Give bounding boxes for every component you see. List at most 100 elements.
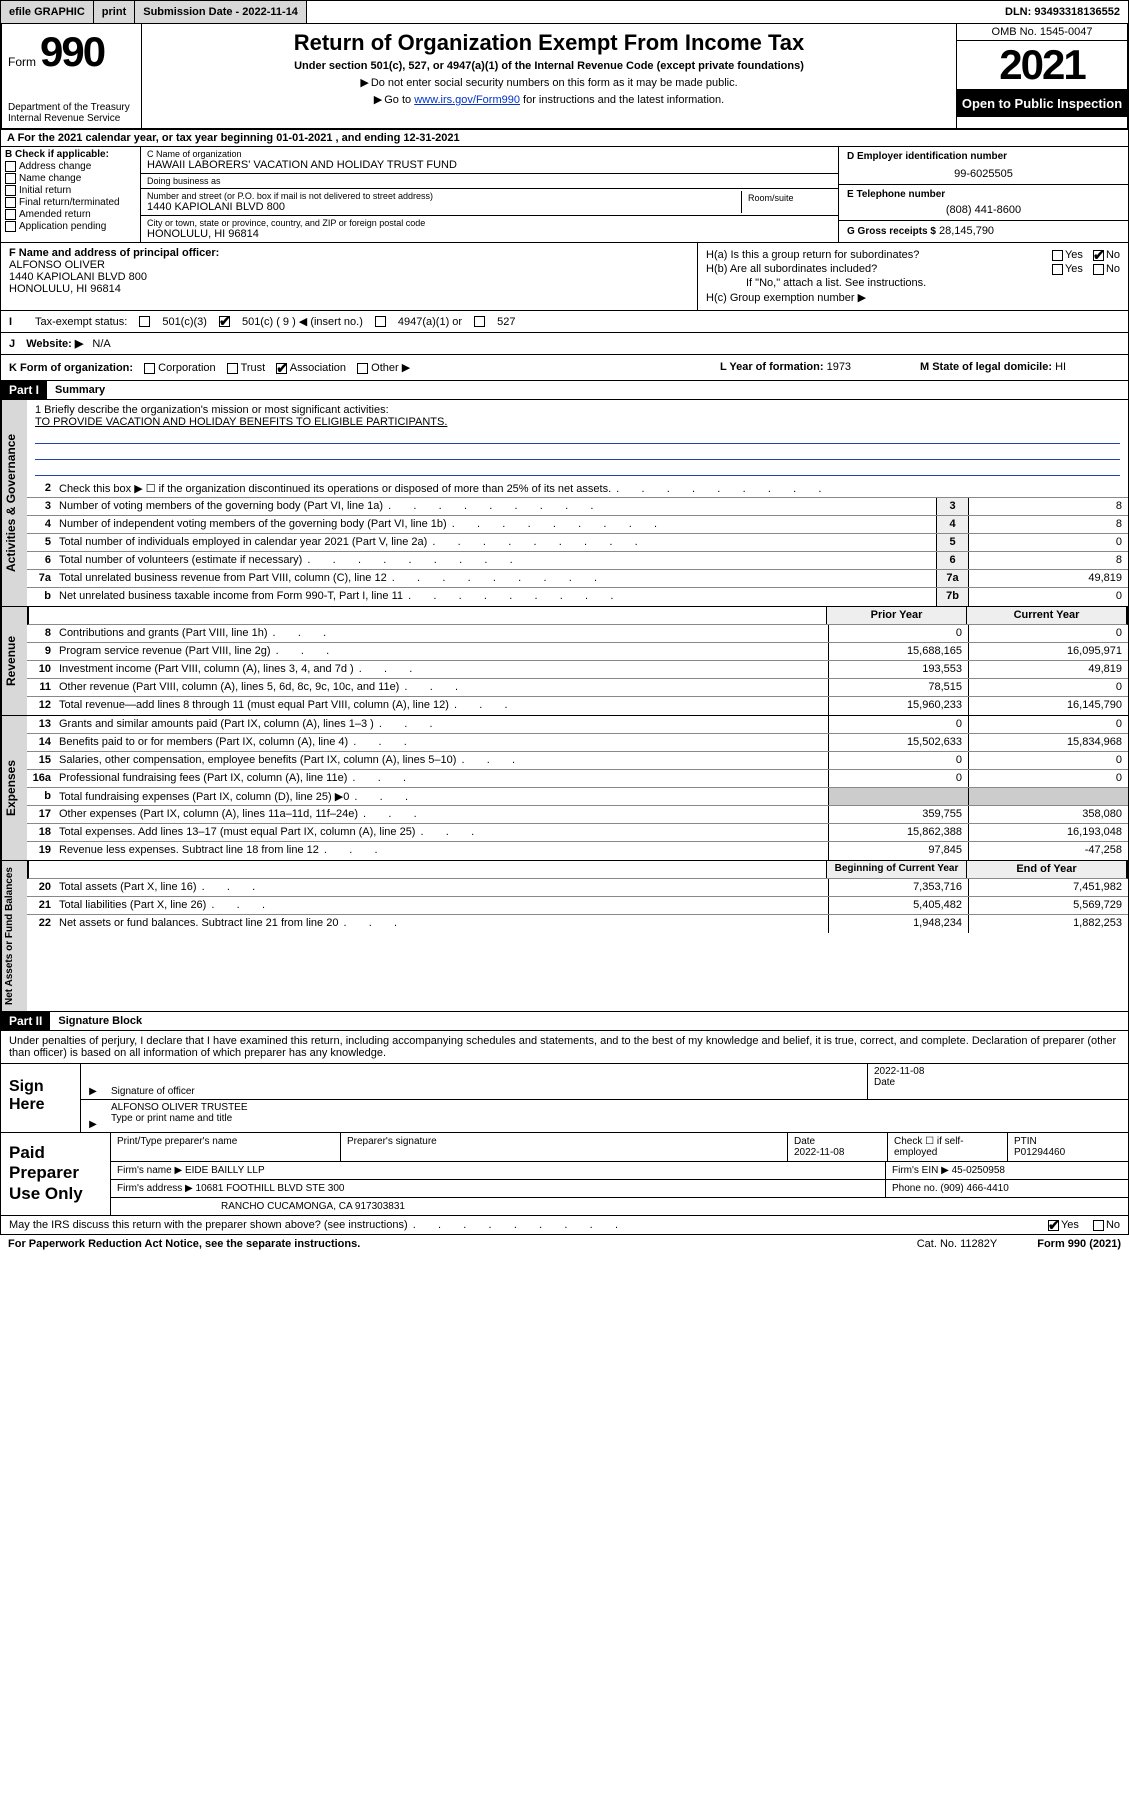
summary-line: 13Grants and similar amounts paid (Part … bbox=[27, 716, 1128, 734]
row-klm: K Form of organization: Corporation Trus… bbox=[0, 355, 1129, 381]
summary-line: 12Total revenue—add lines 8 through 11 (… bbox=[27, 697, 1128, 715]
chk-address-change[interactable] bbox=[5, 161, 16, 172]
form-subtitle: Under section 501(c), 527, or 4947(a)(1)… bbox=[150, 60, 948, 72]
tax-year: 2021 bbox=[957, 41, 1127, 90]
form-header: Form 990 Department of the Treasury Inte… bbox=[0, 24, 1129, 130]
chk-trust[interactable] bbox=[227, 363, 238, 374]
chk-app-pending[interactable] bbox=[5, 221, 16, 232]
chk-initial-return[interactable] bbox=[5, 185, 16, 196]
paid-preparer-block: Paid Preparer Use Only Print/Type prepar… bbox=[0, 1133, 1129, 1216]
hb-yes[interactable] bbox=[1052, 264, 1063, 275]
gross-value: 28,145,790 bbox=[939, 225, 994, 237]
chk-527[interactable] bbox=[474, 316, 485, 327]
phone-label: E Telephone number bbox=[847, 189, 1120, 200]
hb-label: H(b) Are all subordinates included? bbox=[706, 263, 1052, 275]
chk-501c3[interactable] bbox=[139, 316, 150, 327]
firm-name-value: EIDE BAILLY LLP bbox=[185, 1165, 265, 1176]
mission-label: 1 Briefly describe the organization's mi… bbox=[35, 404, 1120, 416]
sig-officer-label: Signature of officer bbox=[111, 1086, 195, 1097]
chk-assoc[interactable] bbox=[276, 363, 287, 374]
summary-line: 11Other revenue (Part VIII, column (A), … bbox=[27, 679, 1128, 697]
website-value: N/A bbox=[92, 338, 110, 350]
m-label: M State of legal domicile: bbox=[920, 361, 1052, 373]
firm-addr-label: Firm's address ▶ bbox=[117, 1183, 193, 1194]
gov-line: 4Number of independent voting members of… bbox=[27, 516, 1128, 534]
hb-no[interactable] bbox=[1093, 264, 1104, 275]
summary-line: 22Net assets or fund balances. Subtract … bbox=[27, 915, 1128, 933]
tax-exempt-label: Tax-exempt status: bbox=[35, 316, 127, 328]
room-label: Room/suite bbox=[748, 193, 826, 203]
prep-sig-label: Preparer's signature bbox=[341, 1133, 788, 1161]
form-word: Form bbox=[8, 55, 36, 69]
chk-501c[interactable] bbox=[219, 316, 230, 327]
firm-name-label: Firm's name ▶ bbox=[117, 1165, 182, 1176]
gov-line: 2Check this box ▶ ☐ if the organization … bbox=[27, 480, 1128, 498]
efile-button[interactable]: efile GRAPHIC bbox=[1, 1, 94, 23]
entity-block: B Check if applicable: Address change Na… bbox=[0, 147, 1129, 243]
discuss-question: May the IRS discuss this return with the… bbox=[9, 1219, 1048, 1231]
vtab-expenses: Expenses bbox=[1, 716, 27, 860]
section-revenue: Revenue Prior Year Current Year 8Contrib… bbox=[0, 607, 1129, 716]
ha-no[interactable] bbox=[1093, 250, 1104, 261]
summary-line: bTotal fundraising expenses (Part IX, co… bbox=[27, 788, 1128, 806]
vtab-governance: Activities & Governance bbox=[1, 400, 27, 606]
state-domicile: HI bbox=[1055, 361, 1066, 373]
firm-phone-label: Phone no. bbox=[892, 1183, 938, 1194]
discuss-yes[interactable] bbox=[1048, 1220, 1059, 1231]
sig-date-label: Date bbox=[874, 1077, 1122, 1088]
sign-here-label: Sign Here bbox=[1, 1064, 81, 1132]
sign-here-block: Sign Here ▶ Signature of officer 2022-11… bbox=[0, 1064, 1129, 1133]
year-formation: 1973 bbox=[827, 361, 851, 373]
ein-value: 99-6025505 bbox=[847, 168, 1120, 180]
hdr-current-year: Current Year bbox=[966, 607, 1126, 624]
firm-ein-value: 45-0250958 bbox=[952, 1165, 1005, 1176]
print-button[interactable]: print bbox=[94, 1, 135, 23]
omb-number: OMB No. 1545-0047 bbox=[957, 24, 1127, 41]
k-label: K Form of organization: bbox=[9, 362, 133, 374]
form-ref: Form 990 (2021) bbox=[1037, 1238, 1121, 1250]
gov-line: 7aTotal unrelated business revenue from … bbox=[27, 570, 1128, 588]
officer-addr1: 1440 KAPIOLANI BLVD 800 bbox=[9, 271, 689, 283]
chk-final-return[interactable] bbox=[5, 197, 16, 208]
fh-block: F Name and address of principal officer:… bbox=[0, 243, 1129, 311]
ha-label: H(a) Is this a group return for subordin… bbox=[706, 249, 1052, 261]
submission-date: Submission Date - 2022-11-14 bbox=[135, 1, 307, 23]
f-label: F Name and address of principal officer: bbox=[9, 247, 689, 259]
form-number: 990 bbox=[40, 28, 104, 76]
chk-corp[interactable] bbox=[144, 363, 155, 374]
summary-line: 21Total liabilities (Part X, line 26)5,4… bbox=[27, 897, 1128, 915]
ptin-label: PTIN bbox=[1014, 1136, 1037, 1147]
chk-other[interactable] bbox=[357, 363, 368, 374]
dept-treasury: Department of the Treasury Internal Reve… bbox=[8, 102, 135, 124]
discuss-no[interactable] bbox=[1093, 1220, 1104, 1231]
sig-date-value: 2022-11-08 bbox=[874, 1066, 1122, 1077]
ptin-value: P01294460 bbox=[1014, 1147, 1065, 1158]
hdr-beginning-year: Beginning of Current Year bbox=[826, 861, 966, 878]
gov-line: 5Total number of individuals employed in… bbox=[27, 534, 1128, 552]
ha-yes[interactable] bbox=[1052, 250, 1063, 261]
officer-name: ALFONSO OLIVER bbox=[9, 259, 689, 271]
row-a-tax-year: A For the 2021 calendar year, or tax yea… bbox=[0, 130, 1129, 147]
l-label: L Year of formation: bbox=[720, 361, 824, 373]
ein-label: D Employer identification number bbox=[847, 151, 1120, 162]
city-value: HONOLULU, HI 96814 bbox=[147, 228, 832, 240]
prep-date-label: Date bbox=[794, 1136, 815, 1147]
summary-line: 16aProfessional fundraising fees (Part I… bbox=[27, 770, 1128, 788]
summary-line: 19Revenue less expenses. Subtract line 1… bbox=[27, 842, 1128, 860]
summary-line: 14Benefits paid to or for members (Part … bbox=[27, 734, 1128, 752]
street-label: Number and street (or P.O. box if mail i… bbox=[147, 191, 741, 201]
vtab-net-assets: Net Assets or Fund Balances bbox=[1, 861, 27, 1011]
mission-text: TO PROVIDE VACATION AND HOLIDAY BENEFITS… bbox=[35, 416, 1120, 428]
paperwork-notice: For Paperwork Reduction Act Notice, see … bbox=[8, 1238, 360, 1250]
hdr-prior-year: Prior Year bbox=[826, 607, 966, 624]
part-i-title: Summary bbox=[47, 382, 113, 398]
chk-4947[interactable] bbox=[375, 316, 386, 327]
hc-label: H(c) Group exemption number ▶ bbox=[706, 291, 866, 304]
chk-name-change[interactable] bbox=[5, 173, 16, 184]
sig-arrow-icon-2: ▶ bbox=[81, 1100, 105, 1132]
open-inspection: Open to Public Inspection bbox=[957, 90, 1127, 117]
prep-name-label: Print/Type preparer's name bbox=[111, 1133, 341, 1161]
irs-link[interactable]: www.irs.gov/Form990 bbox=[414, 94, 520, 106]
chk-amended[interactable] bbox=[5, 209, 16, 220]
note-goto-a: Go to bbox=[384, 94, 414, 106]
